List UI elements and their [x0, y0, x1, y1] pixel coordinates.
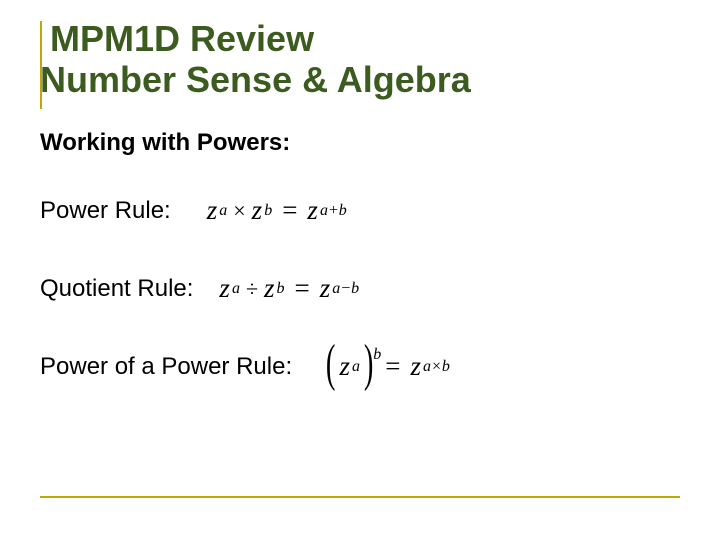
title-accent-bar — [40, 21, 42, 109]
var-z: z — [411, 351, 422, 382]
left-paren: ( — [326, 348, 336, 379]
formula-quotient-rule: za ÷ zb = za−b — [219, 273, 359, 304]
title-line-1: MPM1D Review — [50, 18, 680, 59]
right-paren: ) — [364, 348, 374, 379]
rule-label: Quotient Rule: — [40, 275, 193, 303]
var-z: z — [264, 273, 275, 304]
var-z: z — [207, 195, 218, 226]
var-z: z — [252, 195, 263, 226]
formula-power-of-power-rule: ( za )b = za×b — [322, 351, 450, 382]
rule-row-quotient: Quotient Rule: za ÷ zb = za−b — [40, 263, 680, 315]
rule-row-power: Power Rule: za × zb = za+b — [40, 185, 680, 237]
formula-power-rule: za × zb = za+b — [207, 195, 347, 226]
var-z: z — [219, 273, 230, 304]
var-z: z — [339, 351, 350, 382]
rule-label: Power of a Power Rule: — [40, 353, 292, 381]
section-heading: Working with Powers: — [40, 129, 680, 157]
operator-times: × — [233, 198, 245, 224]
operator-divide: ÷ — [246, 276, 258, 302]
slide: MPM1D Review Number Sense & Algebra Work… — [0, 0, 720, 540]
rule-label: Power Rule: — [40, 197, 171, 225]
equals-sign: = — [385, 351, 400, 382]
var-z: z — [320, 273, 331, 304]
title-line-2: Number Sense & Algebra — [40, 59, 680, 100]
rule-row-power-of-power: Power of a Power Rule: ( za )b = za×b — [40, 341, 680, 393]
footer-rule — [40, 496, 680, 498]
title-block: MPM1D Review Number Sense & Algebra — [40, 18, 680, 101]
equals-sign: = — [282, 195, 297, 226]
equals-sign: = — [295, 273, 310, 304]
var-z: z — [307, 195, 318, 226]
